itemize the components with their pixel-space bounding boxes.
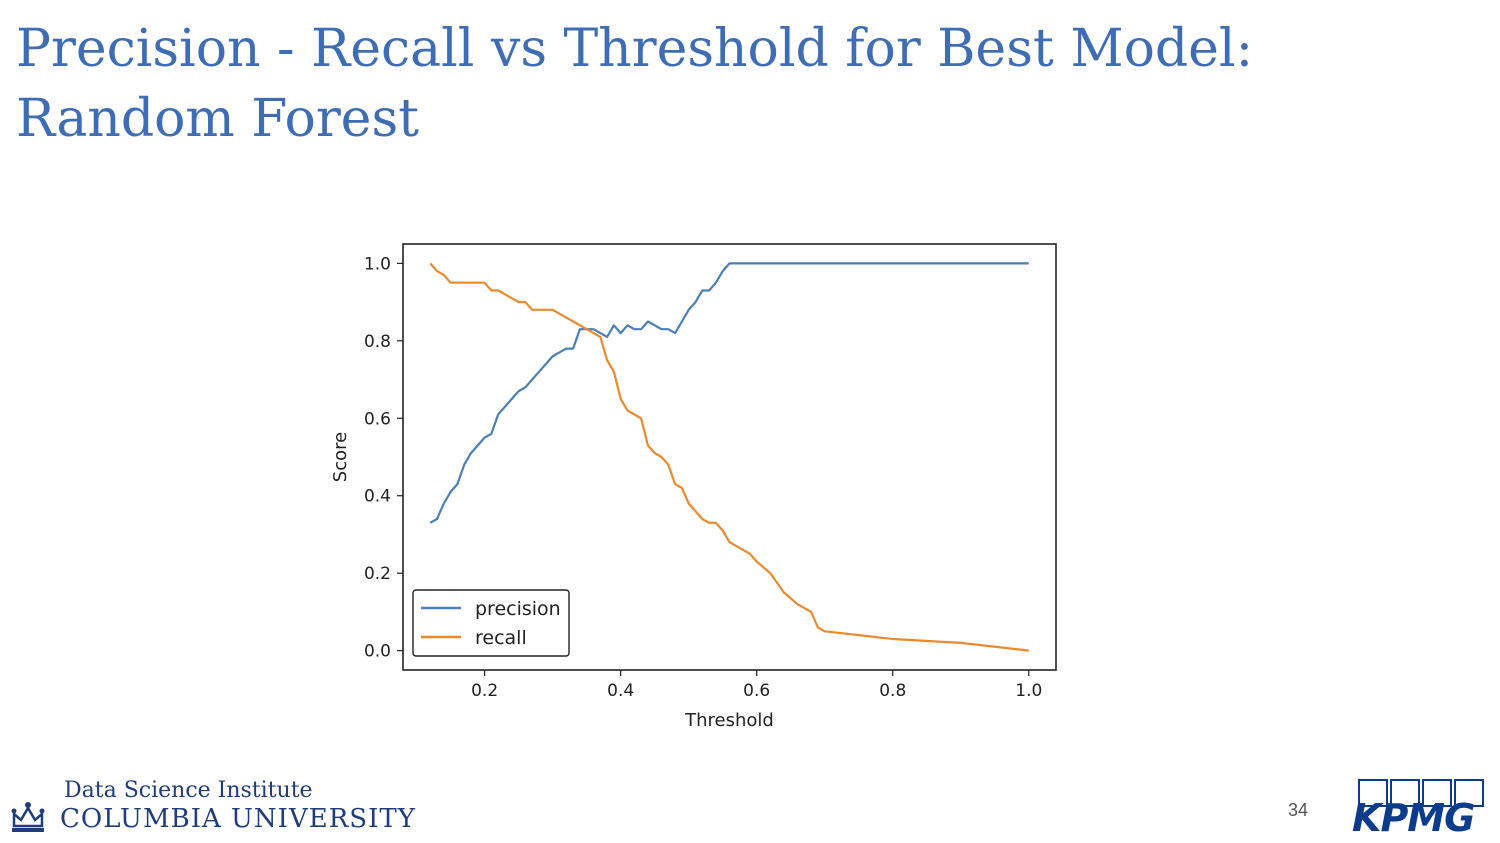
slide-title: Precision - Recall vs Threshold for Best… <box>16 14 1316 154</box>
slide-title-line-1: Precision - Recall vs Threshold for Best… <box>16 19 1254 79</box>
institute-name: Data Science Institute <box>64 778 313 803</box>
y-tick-label: 0.2 <box>364 564 391 584</box>
legend-label-recall: recall <box>475 627 527 649</box>
x-tick-label: 0.8 <box>879 681 906 701</box>
page-number: 34 <box>1288 800 1309 820</box>
legend-box <box>412 589 570 657</box>
x-tick-label: 0.6 <box>743 681 770 701</box>
y-tick-label: 1.0 <box>364 254 391 274</box>
university-name: COLUMBIA UNIVERSITY <box>60 804 416 834</box>
precision-recall-chart: 0.2 0.4 0.6 0.8 1.0 0.0 0.2 0.4 0.6 0.8 1.0 Thresho… <box>330 243 1057 731</box>
columbia-dsi-logo: Data Science Institute COLUMBIA UNIVERSI… <box>8 778 415 838</box>
y-tick-label: 0.6 <box>364 409 391 429</box>
precision-line <box>429 262 1029 524</box>
y-tick-label: 0.0 <box>364 642 391 662</box>
x-tick-label: 0.2 <box>471 681 498 701</box>
plot-frame <box>402 243 1057 671</box>
recall-line <box>429 262 1029 652</box>
crown-icon <box>11 802 45 832</box>
x-axis-title: Threshold <box>684 710 774 731</box>
plot-area: 0.2 0.4 0.6 0.8 1.0 0.0 0.2 0.4 0.6 0.8 1.0 Thresho… <box>330 243 1057 731</box>
y-axis-title: Score <box>330 432 351 482</box>
y-tick-label: 0.8 <box>364 332 391 352</box>
slide-title-line-2: Random Forest <box>16 89 420 149</box>
kpmg-wordmark: KPMG <box>1352 796 1475 840</box>
legend-label-precision: precision <box>475 598 561 620</box>
kpmg-logo: KPMG <box>1350 778 1490 840</box>
x-tick-label: 0.4 <box>607 681 634 701</box>
kpmg-boxes-icon <box>1358 779 1484 807</box>
x-tick-label: 1.0 <box>1015 681 1042 701</box>
y-tick-label: 0.4 <box>364 487 391 507</box>
